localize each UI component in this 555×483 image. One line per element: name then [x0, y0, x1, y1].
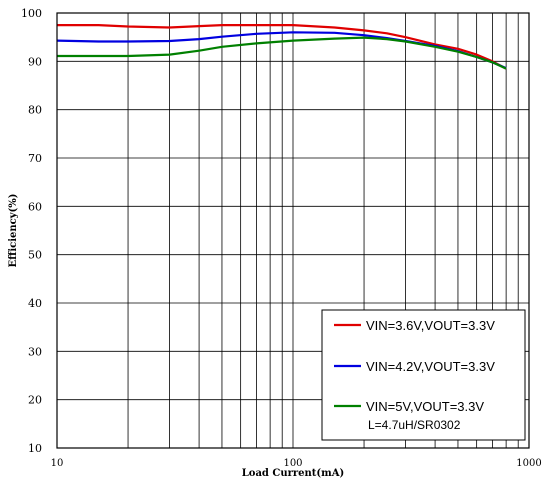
- plot-frame: [56, 12, 530, 449]
- y-tick-label: 80: [28, 104, 42, 117]
- y-tick-label: 20: [28, 394, 42, 407]
- y-tick-label: 60: [28, 200, 42, 213]
- legend-items: VIN=3.6V,VOUT=3.3V VIN=4.2V,VOUT=3.3V VIN=…: [334, 318, 495, 414]
- y-tick-label: 100: [21, 7, 42, 20]
- x-tick-label: 1000: [516, 458, 541, 469]
- series-layer: [56, 24, 507, 70]
- y-tick-label: 50: [28, 249, 42, 262]
- legend: VIN=3.6V,VOUT=3.3V VIN=4.2V,VOUT=3.3V VIN=…: [321, 309, 526, 441]
- x-tick-label: 100: [283, 458, 302, 469]
- y-tick-labels: 10 20 30 40 50 60 70 80 90 100: [21, 7, 42, 455]
- legend-note: L=4.7uH/SR0302: [368, 418, 461, 432]
- legend-label-3: VIN=5V,VOUT=3.3V: [366, 399, 484, 414]
- y-tick-label: 10: [28, 442, 42, 455]
- legend-box: [321, 309, 526, 441]
- y-tick-label: 70: [28, 152, 42, 165]
- y-tick-label: 40: [28, 297, 42, 310]
- x-tick-labels: 10 100 1000: [51, 458, 542, 469]
- y-axis-label: Efficiency(%): [8, 193, 19, 267]
- series-line-1: [57, 24, 507, 70]
- legend-label-1: VIN=3.6V,VOUT=3.3V: [366, 318, 495, 333]
- y-tick-label: 90: [28, 55, 42, 68]
- x-tick-label: 10: [51, 458, 64, 469]
- x-axis-label: Load Current(mA): [242, 468, 344, 479]
- series-line-3: [57, 36, 507, 70]
- legend-label-2: VIN=4.2V,VOUT=3.3V: [366, 359, 495, 374]
- y-tick-label: 30: [28, 345, 42, 358]
